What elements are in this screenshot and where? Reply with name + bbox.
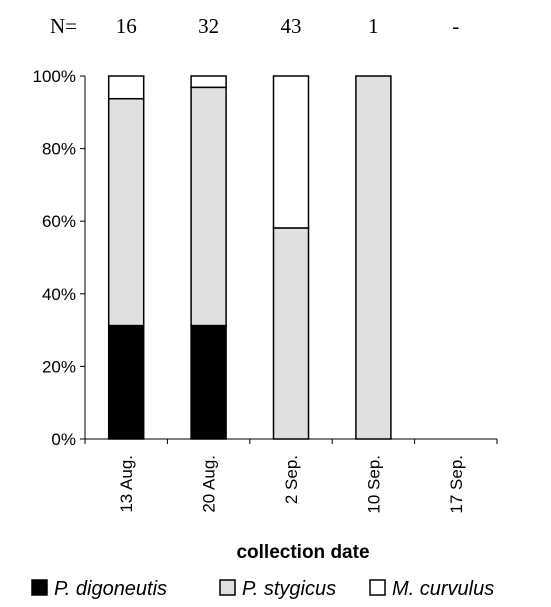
- y-tick-label: 40%: [42, 285, 76, 304]
- bars: [107, 75, 392, 440]
- bar-segment: [107, 75, 145, 100]
- n-value-label: 16: [116, 14, 137, 38]
- y-tick-label: 20%: [42, 357, 76, 376]
- bar-segment: [107, 97, 145, 327]
- legend-swatch: [219, 579, 236, 596]
- bar-segment: [107, 324, 145, 440]
- bar-segment: [272, 227, 310, 440]
- x-tick-label: 20 Aug.: [200, 455, 219, 513]
- bar-segment: [190, 324, 227, 440]
- y-tick-label: 80%: [42, 140, 76, 159]
- n-value-label: 43: [281, 14, 302, 38]
- n-label: N=: [50, 14, 77, 38]
- bar-segment: [355, 75, 392, 440]
- n-value-label: -: [452, 14, 459, 38]
- legend-swatch: [369, 579, 386, 596]
- legend-label: P. digoneutis: [54, 578, 167, 600]
- y-tick-label: 100%: [33, 67, 76, 86]
- x-tick-label: 13 Aug.: [117, 455, 136, 513]
- legend-label: M. curvulus: [392, 578, 494, 600]
- x-tick-label: 2 Sep.: [282, 455, 301, 504]
- y-tick-label: 60%: [42, 212, 76, 231]
- bar-segment: [272, 75, 310, 229]
- legend-swatch: [31, 579, 48, 596]
- x-tick-label: 17 Sep.: [447, 455, 466, 514]
- x-axis-title: collection date: [236, 542, 369, 563]
- y-tick-label: 0%: [51, 430, 76, 449]
- y-axis: 0% 20% 40% 60% 80% 100%: [33, 67, 86, 449]
- bar-segment: [190, 75, 227, 89]
- x-axis: 13 Aug. 20 Aug. 2 Sep. 10 Sep. 17 Sep.: [84, 438, 498, 514]
- x-tick-label: 10 Sep.: [364, 455, 383, 514]
- n-value-label: 1: [368, 14, 379, 38]
- n-value-label: 32: [198, 14, 219, 38]
- legend: P. digoneutis P. stygicus M. curvulus: [31, 578, 494, 600]
- bar-segment: [190, 86, 227, 327]
- legend-label: P. stygicus: [242, 578, 336, 600]
